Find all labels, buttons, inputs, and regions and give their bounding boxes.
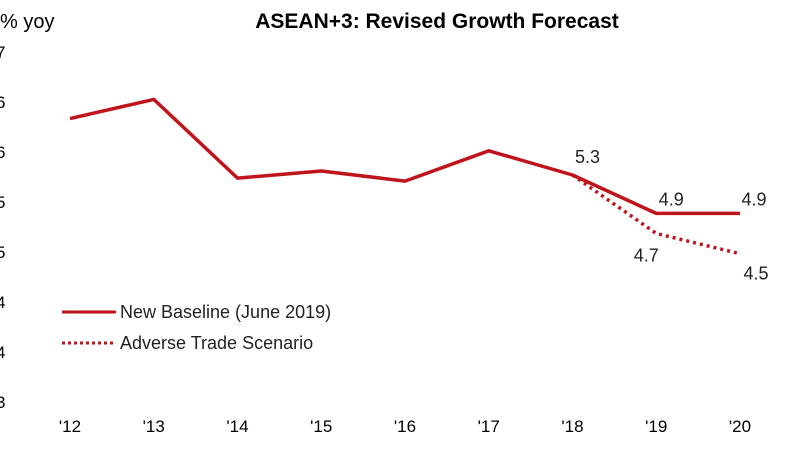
- y-tick-label: 6: [0, 143, 5, 162]
- legend-label-adverse-trade: Adverse Trade Scenario: [120, 333, 313, 353]
- data-labels: 5.3 4.9 4.9 4.7 4.5: [575, 147, 769, 284]
- x-tick-label: '14: [226, 417, 248, 436]
- y-tick-label: 5: [0, 243, 5, 262]
- legend: New Baseline (June 2019) Adverse Trade S…: [62, 302, 331, 353]
- series-line-new-baseline: [69, 97, 740, 216]
- x-tick-label: '15: [310, 417, 332, 436]
- legend-label-new-baseline: New Baseline (June 2019): [120, 302, 331, 322]
- y-tick-label: 4: [0, 343, 5, 362]
- y-tick-label: 5: [0, 193, 5, 212]
- x-tick-label: '16: [394, 417, 416, 436]
- y-tick-label: 3: [0, 393, 5, 412]
- x-tick-label: '12: [59, 417, 81, 436]
- x-tick-label: '19: [645, 417, 667, 436]
- data-label: 4.5: [743, 264, 768, 284]
- chart-title: ASEAN+3: Revised Growth Forecast: [255, 10, 619, 33]
- y-axis-ticks: 7 6 6 5 5 4 4 3: [0, 43, 5, 412]
- data-label: 5.3: [575, 147, 600, 167]
- x-tick-label: '18: [561, 417, 583, 436]
- y-tick-label: 6: [0, 93, 5, 112]
- data-label: 4.9: [741, 189, 766, 209]
- series-layer: [69, 97, 741, 256]
- x-tick-label: '17: [478, 417, 500, 436]
- y-tick-label: 7: [0, 43, 5, 62]
- data-label: 4.9: [659, 189, 684, 209]
- x-axis-ticks: '12 '13 '14 '15 '16 '17 '18 '19 '20: [59, 417, 751, 436]
- y-tick-label: 4: [0, 293, 5, 312]
- x-tick-label: '20: [729, 417, 751, 436]
- y-axis-unit-label: % yoy: [0, 11, 54, 33]
- x-tick-label: '13: [143, 417, 165, 436]
- data-label: 4.7: [634, 246, 659, 266]
